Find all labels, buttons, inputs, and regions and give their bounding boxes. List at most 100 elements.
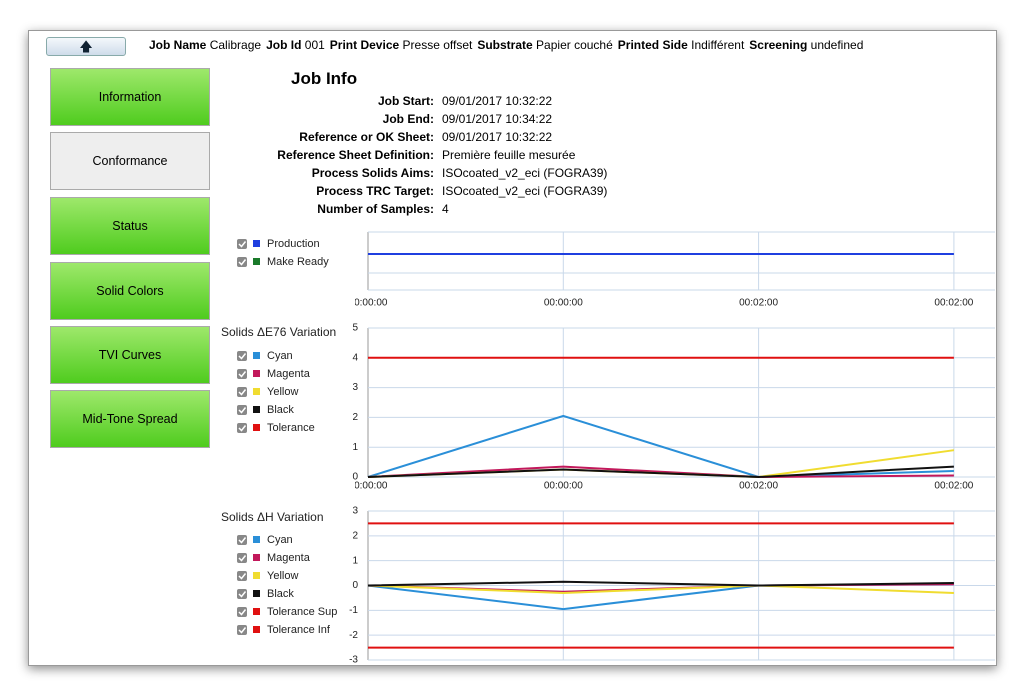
checkbox [237, 589, 247, 599]
field-value: undefined [810, 38, 864, 52]
nav-button[interactable]: TVI Curves [50, 326, 210, 384]
check [238, 353, 247, 360]
check [238, 259, 247, 266]
up-button[interactable]: 🡅 [46, 37, 126, 56]
nav-button[interactable]: Mid-Tone Spread [50, 390, 210, 448]
field-label: Substrate [477, 38, 533, 52]
job-info-title: Job Info [291, 69, 358, 88]
check [238, 555, 247, 562]
row-value: ISOcoated_v2_eci (FOGRA39) [442, 166, 608, 180]
row-label: Job End: [382, 112, 434, 126]
legend-swatch [253, 590, 260, 597]
series-line [367, 584, 954, 594]
y-tick-label: -3 [349, 655, 358, 666]
check [238, 609, 247, 616]
nav-button[interactable]: Solid Colors [50, 262, 210, 320]
y-tick-label: 0 [352, 580, 358, 591]
row-label: Reference Sheet Definition: [277, 148, 434, 162]
checkbox [237, 571, 247, 581]
row-value: ISOcoated_v2_eci (FOGRA39) [442, 184, 608, 198]
y-tick-label: -2 [349, 630, 358, 641]
row-label: Process Solids Aims: [311, 166, 434, 180]
field-label: Print Device [329, 38, 400, 52]
nav-button[interactable]: Information [50, 68, 210, 126]
legend-label: Tolerance Inf [267, 624, 331, 636]
checkbox [237, 553, 247, 563]
x-tick-label: 00:02:00 [739, 481, 778, 492]
top-bar: 🡅 Job Name Calibrage Job Id 001 Print Devi… [29, 31, 996, 59]
row-label: Process TRC Target: [316, 184, 434, 198]
y-tick-label: 1 [352, 555, 358, 566]
legend-swatch [253, 406, 260, 413]
row-label: Job Start: [377, 94, 434, 108]
legend-label: Cyan [267, 534, 293, 546]
row-label: Reference or OK Sheet: [299, 130, 434, 144]
checkbox [237, 607, 247, 617]
x-tick-label: 00:00:00 [349, 298, 388, 309]
legend-label: Tolerance [267, 422, 315, 434]
chart-title: Solids ΔH Variation [221, 510, 324, 524]
check [238, 371, 247, 378]
x-tick-label: 00:02:00 [934, 298, 973, 309]
nav-button[interactable]: Status [50, 197, 210, 255]
legend-swatch [253, 608, 260, 615]
field-label: Screening [749, 38, 808, 52]
legend-label: Make Ready [267, 256, 329, 268]
legend-swatch [253, 370, 260, 377]
check [238, 425, 247, 432]
legend-label: Yellow [267, 570, 298, 582]
y-tick-label: 2 [352, 412, 358, 423]
row-value: 4 [442, 202, 449, 216]
row-value: 09/01/2017 10:34:22 [442, 112, 553, 126]
job-info-row: Reference or OK Sheet: 09/01/2017 10:32:2… [179, 128, 779, 146]
field-label: Job Name [149, 38, 207, 52]
legend-label: Magenta [267, 552, 311, 564]
header-fields: Job Name Calibrage Job Id 001 Print Device… [144, 31, 863, 59]
job-info-row: Job Start: 09/01/2017 10:32:22 [179, 92, 779, 110]
checkbox [237, 423, 247, 433]
checkbox [237, 387, 247, 397]
legend-swatch [253, 388, 260, 395]
series-line [367, 465, 954, 479]
legend-swatch [253, 572, 260, 579]
checkbox [237, 239, 247, 249]
check [238, 407, 247, 414]
legend-swatch [253, 258, 260, 265]
series-line [367, 580, 954, 587]
field-label: Printed Side [617, 38, 688, 52]
check [238, 591, 247, 598]
window: 🡅 Job Name Calibrage Job Id 001 Print Devi… [28, 30, 997, 666]
legend-swatch [253, 626, 260, 633]
field-value: Presse offset [402, 38, 473, 52]
row-value: 09/01/2017 10:32:22 [442, 130, 553, 144]
y-tick-label: 1 [352, 442, 358, 453]
field-label: Job Id [266, 38, 302, 52]
legend-swatch [253, 424, 260, 431]
check [238, 537, 247, 544]
x-tick-label: 00:00:00 [544, 481, 583, 492]
series-line [367, 465, 954, 479]
job-info-row: Process Solids Aims: ISOcoated_v2_eci (FO… [179, 164, 779, 182]
legend-swatch [253, 240, 260, 247]
field-value: Indifférent [691, 38, 745, 52]
x-tick-label: 00:00:00 [544, 298, 583, 309]
row-value: 09/01/2017 10:32:22 [442, 94, 553, 108]
job-info-row: Number of Samples: 4 [179, 200, 779, 218]
legend-swatch [253, 554, 260, 561]
legend-label: Black [267, 404, 294, 416]
checkbox [237, 257, 247, 267]
check [238, 573, 247, 580]
legend-label: Yellow [267, 386, 298, 398]
legend-swatch [253, 352, 260, 359]
nav-button[interactable]: Conformance [50, 132, 210, 190]
row-label: Number of Samples: [317, 202, 434, 216]
job-info-row: Reference Sheet Definition: Première feui… [179, 146, 779, 164]
job-info-row: Job End: 09/01/2017 10:34:22 [179, 110, 779, 128]
field-value: 001 [304, 38, 325, 52]
y-tick-label: 2 [352, 530, 358, 541]
charts-area: 00:00:00 00:00:00 00:02:00 00:02:00 00:00:00… [349, 231, 995, 661]
legend-label: Black [267, 588, 294, 600]
field-value: Papier couché [536, 38, 613, 52]
